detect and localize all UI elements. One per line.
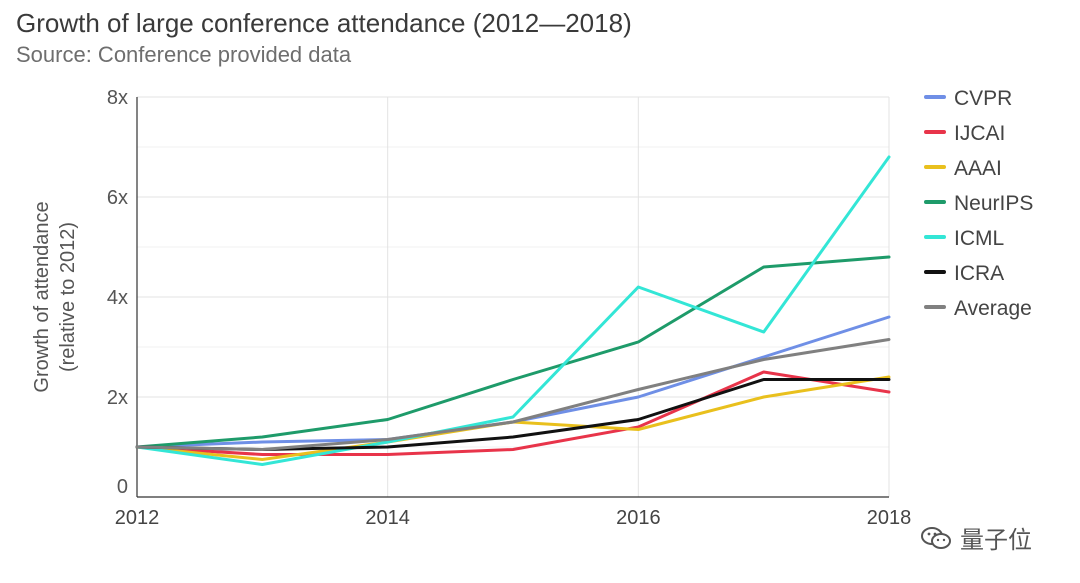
series-line-average [135,338,891,451]
y-tick-label: 4x [107,287,128,309]
legend-item-cvpr: CVPR [924,87,1012,110]
y-tick-label: 8x [107,87,128,109]
legend-label: CVPR [954,87,1012,110]
legend-label: ICRA [954,262,1004,285]
y-tick-label: 2x [107,387,128,409]
y-tick-label: 6x [107,187,128,209]
y-axis-title: Growth of attendance (relative to 2012) [31,201,79,392]
legend-label: Average [954,297,1032,320]
grid-lines [136,96,890,497]
x-tick-label: 2012 [115,507,160,529]
legend-item-icml: ICML [924,227,1004,250]
y-tick-label: 0 [117,476,128,498]
y-axis-title-line: (relative to 2012) [57,222,79,372]
series-lines [135,155,891,466]
chart-subtitle: Source: Conference provided data [16,42,352,67]
series-line-icml [135,155,891,466]
watermark-text: 量子位 [960,527,1032,554]
legend-item-ijcai: IJCAI [924,122,1005,145]
x-tick-label: 2016 [616,507,661,529]
legend-item-icra: ICRA [924,262,1004,285]
x-tick-label: 2014 [365,507,410,529]
legend: CVPR IJCAI AAAI NeurIPS ICML ICRA Average [924,87,1033,320]
series-line-ijcai [135,370,891,456]
legend-label: ICML [954,227,1004,250]
x-tick-label: 2018 [867,507,912,529]
legend-item-aaai: AAAI [924,157,1002,180]
series-line-neurips [135,255,891,449]
watermark: 量子位 [920,520,1032,555]
legend-label: NeurIPS [954,192,1033,215]
chart-title: Growth of large conference attendance (2… [16,8,632,38]
series-line-cvpr [135,315,891,449]
y-axis-title-line: Growth of attendance [31,201,53,392]
legend-label: AAAI [954,157,1002,180]
wechat-icon [921,526,951,549]
axes: 0 2x 4x 6x 8x 2012 2014 2016 2018 Growth of atten… [31,87,911,529]
legend-item-average: Average [924,297,1032,320]
legend-item-neurips: NeurIPS [924,192,1033,215]
legend-label: IJCAI [954,122,1005,145]
